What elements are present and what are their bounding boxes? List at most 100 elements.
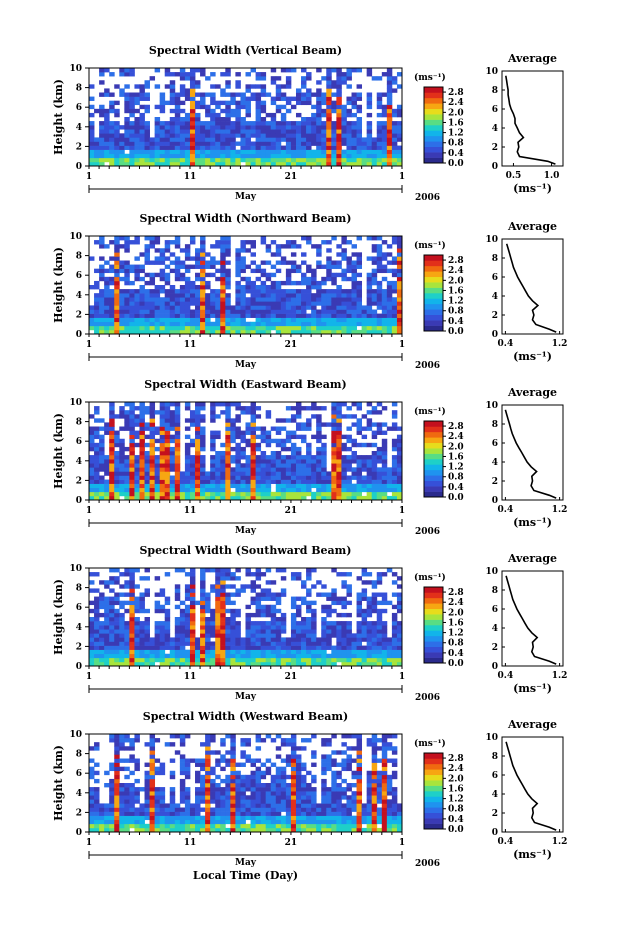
heatmap-cell (169, 774, 176, 780)
heatmap-cell (124, 129, 130, 134)
heatmap-cell (104, 305, 110, 310)
heatmap-cell (295, 596, 302, 601)
heatmap-cell (341, 434, 347, 440)
heatmap-cell (240, 451, 246, 456)
heatmap-cell (129, 459, 135, 464)
heatmap-cell (361, 305, 368, 310)
heatmap-cell (356, 495, 363, 501)
heatmap-cell (381, 637, 388, 642)
heatmap-cell (366, 325, 373, 331)
heatmap-cell (149, 321, 156, 327)
heatmap-cell (174, 467, 181, 472)
heatmap-cell (94, 625, 100, 630)
heatmap-cell (139, 96, 145, 101)
heatmap-cell (94, 467, 100, 472)
y-axis-label: Height (km) (52, 413, 65, 489)
heatmap-cell (179, 475, 186, 480)
heatmap-cell (174, 621, 181, 626)
heatmap-cell (99, 108, 105, 114)
heatmap-cell (381, 596, 388, 601)
heatmap-cell (295, 495, 302, 501)
heatmap-cell (89, 791, 95, 796)
heatmap-cell (351, 260, 357, 265)
heatmap-cell (260, 301, 267, 306)
heatmap-cell (285, 125, 292, 130)
heatmap-cell (381, 108, 388, 114)
heatmap-cell (391, 305, 398, 310)
heatmap-cell (164, 426, 171, 431)
heatmap-cell (391, 153, 398, 159)
heatmap-cell (149, 811, 156, 816)
heatmap-cell (260, 153, 267, 159)
heatmap-cell (134, 823, 140, 829)
heatmap-cell (94, 426, 100, 431)
heatmap-cell (189, 645, 196, 650)
heatmap-cell (195, 100, 201, 106)
heatmap-cell (184, 276, 191, 282)
heatmap-cell (134, 637, 140, 642)
heatmap-cell (391, 479, 398, 484)
heatmap-cell (321, 309, 327, 314)
heatmap-cell (89, 438, 95, 444)
heatmap-cell (134, 778, 140, 784)
heatmap-cell (326, 141, 332, 146)
heatmap-cell (255, 629, 262, 634)
heatmap-cell (164, 661, 171, 667)
heatmap-cell (225, 479, 231, 484)
heatmap-cell (285, 459, 292, 464)
heatmap-cell (114, 629, 120, 634)
heatmap-cell (311, 313, 317, 318)
heatmap-cell (265, 438, 272, 444)
heatmap-cell (159, 649, 166, 655)
heatmap-cell (154, 410, 161, 415)
heatmap-cell (245, 572, 251, 577)
heatmap-cell (306, 153, 312, 159)
heatmap-cell (250, 661, 256, 667)
heatmap-cell (184, 88, 191, 93)
heatmap-cell (159, 491, 166, 497)
heatmap-cell (159, 653, 166, 659)
heatmap-cell (245, 612, 251, 618)
heatmap-cell (336, 641, 342, 646)
heatmap-cell (210, 491, 216, 497)
heatmap-cell (179, 108, 186, 114)
heatmap-cell (346, 633, 352, 638)
heatmap-cell (316, 104, 322, 110)
heatmap-cell (316, 264, 322, 269)
heatmap-cell (301, 438, 307, 444)
heatmap-cell (260, 137, 267, 142)
heatmap-cell (159, 153, 166, 159)
heatmap-cell (159, 791, 166, 796)
heatmap-cell (346, 329, 352, 335)
heatmap-cell (94, 746, 100, 751)
heatmap-cell (144, 108, 150, 114)
heatmap-cell (396, 596, 403, 601)
heatmap-cell (144, 463, 150, 468)
heatmap-cell (381, 621, 388, 626)
heatmap-cell (235, 588, 241, 593)
heatmap-cell (301, 617, 307, 622)
heatmap-cell (391, 455, 398, 460)
heatmap-cell (331, 422, 337, 427)
heatmap-cell (215, 293, 221, 298)
heatmap-cell (396, 121, 403, 126)
heatmap-cell (220, 309, 226, 314)
heatmap-cell (225, 301, 231, 306)
heatmap-cell (195, 600, 201, 606)
heatmap-cell (250, 133, 256, 138)
heatmap-cell (94, 795, 100, 800)
heatmap-cell (195, 313, 201, 318)
heatmap-cell (114, 762, 120, 767)
heatmap-cell (260, 72, 267, 77)
heatmap-cell (134, 633, 140, 638)
heatmap-cell (306, 608, 312, 614)
heatmap-cell (381, 276, 388, 282)
heatmap-cell (245, 72, 251, 77)
heatmap-cell (301, 236, 307, 241)
heatmap-cell (189, 325, 196, 331)
heatmap-cell (129, 442, 135, 448)
heatmap-cell (331, 309, 337, 314)
heatmap-cell (114, 430, 120, 435)
heatmap-cell (195, 248, 201, 253)
heatmap-cell (134, 84, 140, 89)
